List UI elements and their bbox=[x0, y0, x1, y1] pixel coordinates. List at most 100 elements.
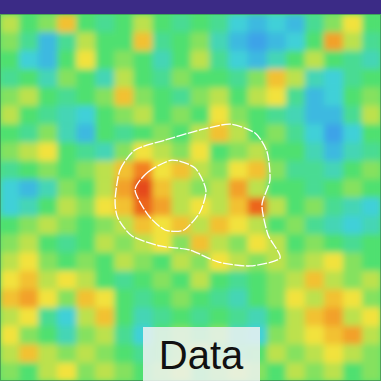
cell bbox=[133, 289, 153, 308]
cell bbox=[324, 179, 344, 198]
cell bbox=[171, 253, 191, 272]
cell bbox=[191, 198, 211, 217]
cell bbox=[248, 69, 268, 88]
cell bbox=[19, 51, 39, 70]
cell bbox=[152, 271, 172, 290]
cell bbox=[0, 363, 20, 381]
cell bbox=[19, 106, 39, 125]
cell bbox=[324, 32, 344, 51]
cell bbox=[133, 69, 153, 88]
cell bbox=[76, 363, 96, 381]
cell bbox=[152, 32, 172, 51]
cell bbox=[133, 124, 153, 143]
cell bbox=[38, 216, 58, 235]
cell bbox=[362, 161, 381, 180]
cell bbox=[210, 234, 230, 253]
cell bbox=[229, 253, 249, 272]
cell bbox=[305, 87, 325, 106]
cell bbox=[114, 344, 134, 363]
cell bbox=[57, 124, 77, 143]
cell bbox=[210, 32, 230, 51]
cell bbox=[229, 69, 249, 88]
cell bbox=[286, 179, 306, 198]
cell bbox=[152, 234, 172, 253]
cell bbox=[38, 363, 58, 381]
cell bbox=[324, 253, 344, 272]
cell bbox=[229, 198, 249, 217]
cell bbox=[0, 216, 20, 235]
cell bbox=[133, 308, 153, 327]
cell bbox=[57, 234, 77, 253]
cell bbox=[171, 69, 191, 88]
cell bbox=[76, 253, 96, 272]
cell bbox=[38, 69, 58, 88]
cell bbox=[343, 51, 363, 70]
cell bbox=[114, 142, 134, 161]
cell bbox=[38, 161, 58, 180]
cell bbox=[57, 308, 77, 327]
cell bbox=[152, 51, 172, 70]
cell bbox=[19, 271, 39, 290]
cell bbox=[324, 271, 344, 290]
cell bbox=[57, 216, 77, 235]
cell bbox=[248, 51, 268, 70]
cell bbox=[152, 308, 172, 327]
cell bbox=[114, 289, 134, 308]
cell bbox=[114, 198, 134, 217]
cell bbox=[229, 142, 249, 161]
cell bbox=[114, 14, 134, 33]
cell bbox=[171, 198, 191, 217]
panel-strip bbox=[0, 0, 381, 14]
cell bbox=[152, 124, 172, 143]
cell bbox=[57, 69, 77, 88]
cell bbox=[38, 106, 58, 125]
cell bbox=[114, 271, 134, 290]
cell bbox=[19, 142, 39, 161]
cell bbox=[324, 289, 344, 308]
cell bbox=[191, 87, 211, 106]
cell bbox=[267, 14, 287, 33]
cell bbox=[362, 271, 381, 290]
cell bbox=[229, 87, 249, 106]
cell bbox=[210, 308, 230, 327]
cell bbox=[343, 198, 363, 217]
cell bbox=[362, 87, 381, 106]
chart: Data bbox=[0, 0, 381, 381]
cell bbox=[19, 87, 39, 106]
cell bbox=[286, 289, 306, 308]
cell bbox=[248, 308, 268, 327]
cell bbox=[133, 106, 153, 125]
cell bbox=[362, 14, 381, 33]
cell bbox=[76, 87, 96, 106]
cell bbox=[76, 198, 96, 217]
cell bbox=[248, 271, 268, 290]
cell bbox=[362, 308, 381, 327]
cell bbox=[324, 234, 344, 253]
cell bbox=[191, 124, 211, 143]
cell bbox=[95, 14, 115, 33]
cell bbox=[133, 51, 153, 70]
cell bbox=[76, 216, 96, 235]
cell bbox=[324, 51, 344, 70]
cell bbox=[305, 32, 325, 51]
cell bbox=[76, 344, 96, 363]
cell bbox=[76, 51, 96, 70]
cell bbox=[152, 179, 172, 198]
cell bbox=[362, 51, 381, 70]
cell bbox=[152, 216, 172, 235]
cell bbox=[114, 363, 134, 381]
cell bbox=[229, 161, 249, 180]
cell bbox=[114, 51, 134, 70]
cell bbox=[38, 234, 58, 253]
cell bbox=[324, 326, 344, 345]
cell bbox=[0, 198, 20, 217]
cell bbox=[114, 87, 134, 106]
cell bbox=[95, 32, 115, 51]
cell bbox=[248, 32, 268, 51]
cell bbox=[57, 326, 77, 345]
cell bbox=[286, 14, 306, 33]
cell bbox=[95, 51, 115, 70]
cell bbox=[229, 179, 249, 198]
cell bbox=[76, 32, 96, 51]
cell bbox=[267, 142, 287, 161]
